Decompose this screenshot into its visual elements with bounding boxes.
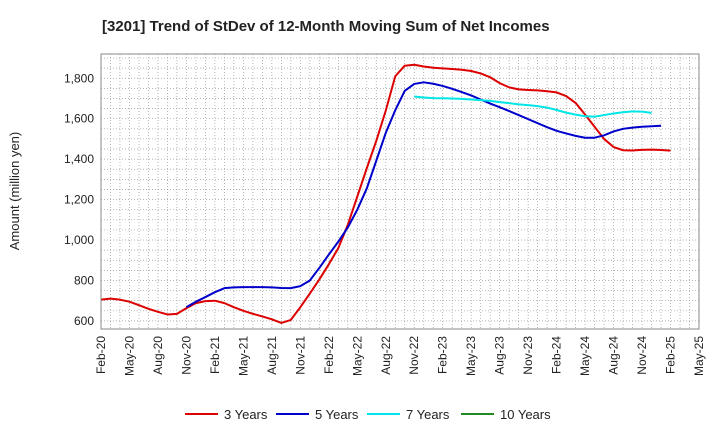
series-layer bbox=[100, 63, 671, 324]
x-tick-label: Aug-22 bbox=[379, 336, 393, 375]
legend-label: 3 Years bbox=[224, 407, 268, 422]
x-tick-label: Nov-20 bbox=[179, 336, 193, 375]
x-tick-label: May-25 bbox=[692, 336, 706, 376]
y-tick-label: 1,800 bbox=[64, 71, 94, 85]
legend-label: 10 Years bbox=[500, 407, 551, 422]
x-tick-label: May-24 bbox=[578, 336, 592, 376]
x-tick-label: Feb-20 bbox=[94, 336, 108, 374]
x-tick-label: Aug-23 bbox=[493, 336, 507, 375]
x-tick-label: Aug-21 bbox=[265, 336, 279, 375]
x-tick-label: Feb-24 bbox=[550, 336, 564, 374]
series-line-5-years bbox=[185, 81, 662, 309]
x-tick-label: May-21 bbox=[236, 336, 250, 376]
y-axis-label: Amount (million yen) bbox=[7, 132, 22, 251]
series-line-7-years bbox=[414, 95, 652, 118]
y-tick-label: 600 bbox=[74, 314, 94, 328]
x-tick-label: May-20 bbox=[122, 336, 136, 376]
x-tick-label: Feb-21 bbox=[208, 336, 222, 374]
x-tick-label: Feb-25 bbox=[664, 336, 678, 374]
x-tick-labels: Feb-20 May-20 Aug-20 Nov-20 Feb-21 May-21 Aug-… bbox=[94, 336, 706, 376]
x-tick-label: Aug-24 bbox=[607, 336, 621, 375]
x-tick-label: May-23 bbox=[464, 336, 478, 376]
y-tick-label: 1,600 bbox=[64, 112, 94, 126]
y-tick-label: 1,200 bbox=[64, 193, 94, 207]
legend-label: 7 Years bbox=[406, 407, 450, 422]
y-tick-labels: 600 800 1,000 1,200 1,400 1,600 1,800 bbox=[64, 71, 94, 328]
y-tick-label: 1,000 bbox=[64, 233, 94, 247]
x-tick-label: Nov-23 bbox=[521, 336, 535, 375]
x-tick-label: Aug-20 bbox=[151, 336, 165, 375]
plot-frame bbox=[100, 53, 700, 330]
y-tick-label: 800 bbox=[74, 273, 94, 287]
grid-layer bbox=[101, 54, 699, 329]
x-tick-label: May-22 bbox=[350, 336, 364, 376]
x-tick-label: Feb-23 bbox=[436, 336, 450, 374]
legend-label: 5 Years bbox=[315, 407, 359, 422]
series-line-3-years bbox=[100, 63, 671, 324]
x-tick-label: Feb-22 bbox=[322, 336, 336, 374]
legend: 3 Years 5 Years 7 Years 10 Years bbox=[185, 407, 551, 422]
x-tick-label: Nov-24 bbox=[635, 336, 649, 375]
x-tick-label: Nov-21 bbox=[293, 336, 307, 375]
y-tick-label: 1,400 bbox=[64, 152, 94, 166]
x-tick-label: Nov-22 bbox=[407, 336, 421, 375]
chart-title: [3201] Trend of StDev of 12-Month Moving… bbox=[102, 18, 550, 35]
